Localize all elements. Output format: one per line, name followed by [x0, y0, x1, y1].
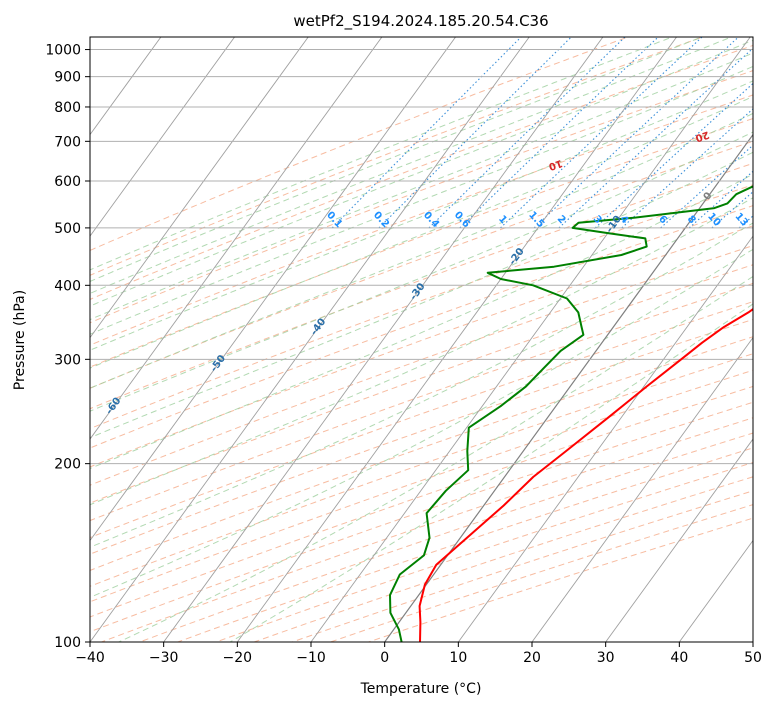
dry-adiabat-line	[90, 184, 753, 430]
isotherm-line	[310, 37, 751, 642]
temperature-profile-line	[418, 307, 753, 642]
y-tick-label: 600	[54, 174, 81, 190]
moist-adiabat-line	[90, 197, 753, 506]
y-axis-label: Pressure (hPa)	[12, 290, 28, 390]
dry-adiabat-line	[90, 44, 753, 300]
mixing-ratio-lines	[331, 37, 753, 229]
y-tick-label: 500	[54, 221, 81, 237]
pressure-gridlines	[90, 49, 753, 642]
moist-adiabat-line	[90, 80, 753, 351]
isotherm-line	[90, 37, 236, 237]
dry-adiabat-line	[90, 162, 753, 410]
y-tick-label: 100	[54, 635, 81, 651]
isotherm-line	[90, 37, 530, 642]
dry-adiabat-label: 20	[694, 128, 711, 143]
dry-adiabat-line	[90, 318, 753, 555]
x-axis-label: Temperature (°C)	[360, 681, 482, 697]
moist-adiabat-line	[90, 151, 753, 439]
moist-adiabat-line	[90, 65, 753, 335]
mixing-ratio-line	[459, 37, 660, 229]
x-tick-label: 10	[449, 650, 467, 666]
mixing-ratio-line	[594, 82, 753, 229]
dewpoint-profile-line	[389, 185, 753, 642]
sounding-series	[389, 185, 753, 642]
moist-adiabat-line	[229, 303, 753, 642]
mixing-ratio-line	[378, 37, 573, 229]
y-tick-label: 1000	[45, 43, 81, 59]
y-tick-label: 400	[54, 278, 81, 294]
dry-adiabat-line	[90, 225, 753, 468]
y-tick-label: 200	[54, 457, 81, 473]
isotherm-line	[90, 37, 457, 542]
x-tick-label: 20	[523, 650, 541, 666]
mixing-ratio-line	[558, 47, 753, 229]
dry-adiabat-label: 10	[547, 157, 564, 172]
x-tick-label: −20	[223, 650, 253, 666]
isotherm-line	[531, 336, 753, 642]
x-axis-ticks: −40 −30 −20 −10 0 10 20 30 40 50	[75, 642, 762, 666]
y-tick-label: 800	[54, 100, 81, 116]
dry-adiabat-line	[90, 282, 753, 522]
y-tick-label: 700	[54, 134, 81, 150]
plot-area: -100-90-80-70-60-50-40-30-20-10010203040…	[90, 37, 753, 642]
moist-adiabat-line	[90, 173, 753, 470]
dry-adiabat-line	[90, 245, 753, 486]
x-tick-label: 50	[744, 650, 762, 666]
y-axis-ticks: 100 200 300 400 500 600 700 800 900 1000	[45, 43, 90, 651]
isotherm-line	[90, 37, 309, 339]
dry-adiabat-line	[90, 140, 753, 389]
dry-adiabat-line	[90, 369, 753, 603]
x-tick-label: −40	[75, 650, 105, 666]
plot-frame	[89, 36, 754, 643]
isotherm-line	[163, 37, 604, 642]
x-tick-label: 0	[380, 650, 389, 666]
moist-adiabat-line	[117, 275, 753, 642]
isotherm-line	[90, 37, 383, 440]
x-tick-label: −30	[149, 650, 179, 666]
isotherm-line	[457, 235, 753, 642]
y-tick-label: 900	[54, 70, 81, 86]
mixing-ratio-line	[533, 37, 740, 229]
x-tick-label: 30	[597, 650, 615, 666]
x-tick-label: 40	[670, 650, 688, 666]
mixing-ratio-line	[331, 37, 522, 229]
isotherm-line	[678, 539, 753, 642]
y-tick-label: 300	[54, 352, 81, 368]
isotherm-line	[605, 438, 753, 642]
moist-adiabat-line	[90, 131, 753, 412]
x-tick-label: −10	[296, 650, 326, 666]
mixing-ratio-line	[621, 108, 753, 229]
chart-title: wetPf2_S194.2024.185.20.54.C36	[293, 12, 548, 31]
moist-adiabat-line	[90, 112, 753, 389]
isotherm-line	[236, 37, 678, 642]
